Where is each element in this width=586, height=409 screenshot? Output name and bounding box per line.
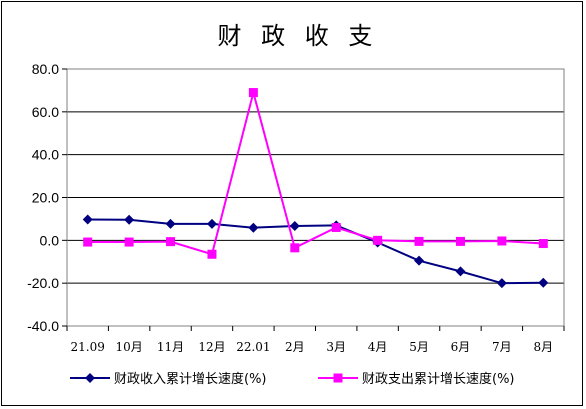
x-tick-label: 8月 [533, 340, 553, 354]
data-point [290, 243, 300, 253]
y-axis-ticks: 80.0 60.0 40.0 20.0 0.0 -20.0 -40.0 [27, 61, 67, 334]
data-point [248, 222, 259, 233]
data-point [414, 236, 424, 246]
data-point [497, 236, 507, 246]
y-tick-label: -40.0 [27, 318, 59, 334]
x-tick-label: 2月 [285, 340, 305, 354]
data-point [414, 255, 425, 266]
y-tick-label: 40.0 [32, 147, 59, 163]
legend-marker [85, 373, 95, 383]
x-tick-label: 21.09 [71, 340, 105, 354]
x-axis-ticks: 21.09 10月 11月 12月 22.01 2月 3月 4月 5月 6月 7月 8月 [66, 326, 565, 354]
legend-label: 财政支出累计增长速度(%) [362, 371, 515, 387]
series-layer [82, 88, 549, 289]
data-point [124, 237, 134, 247]
x-tick-label: 22.01 [236, 340, 270, 354]
x-tick-label: 11月 [157, 340, 184, 354]
x-tick-label: 6月 [451, 340, 471, 354]
legend-marker [333, 373, 343, 383]
data-point [206, 218, 217, 229]
data-point [166, 237, 176, 247]
x-tick-label: 3月 [326, 340, 346, 354]
x-tick-label: 4月 [368, 340, 388, 354]
data-point [82, 214, 93, 225]
series-line-1 [87, 218, 544, 285]
data-point [124, 214, 135, 225]
data-point [83, 237, 93, 247]
x-tick-label: 5月 [409, 340, 429, 354]
grid-lines [67, 111, 564, 284]
data-point [373, 235, 383, 245]
y-tick-label: -20.0 [27, 275, 59, 291]
data-point [165, 218, 176, 229]
y-tick-label: 20.0 [32, 190, 59, 206]
data-point [496, 278, 507, 289]
y-tick-label: 0.0 [40, 232, 60, 248]
y-tick-label: 80.0 [32, 61, 59, 77]
data-point [455, 266, 466, 277]
data-point [331, 222, 341, 232]
y-tick-label: 60.0 [32, 104, 59, 120]
data-point [207, 249, 217, 259]
series-line-2 [87, 88, 544, 256]
data-point [455, 236, 465, 246]
data-point [538, 239, 548, 249]
data-point [289, 220, 300, 231]
legend-label: 财政收入累计增长速度(%) [114, 371, 267, 387]
x-tick-label: 10月 [115, 340, 142, 354]
chart-title: 财 政 收 支 [218, 22, 379, 50]
data-point [248, 88, 258, 98]
data-point [538, 277, 549, 288]
legend: 财政收入累计增长速度(%) 财政支出累计增长速度(%) [70, 371, 515, 387]
x-tick-label: 7月 [492, 340, 512, 354]
x-tick-label: 12月 [198, 340, 225, 354]
